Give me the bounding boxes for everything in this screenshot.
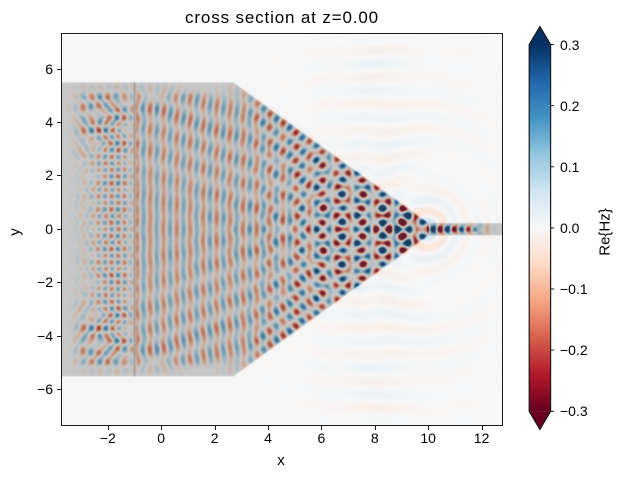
svg-text:Re{Hz}: Re{Hz} [597, 208, 614, 256]
svg-text:y: y [7, 228, 24, 236]
